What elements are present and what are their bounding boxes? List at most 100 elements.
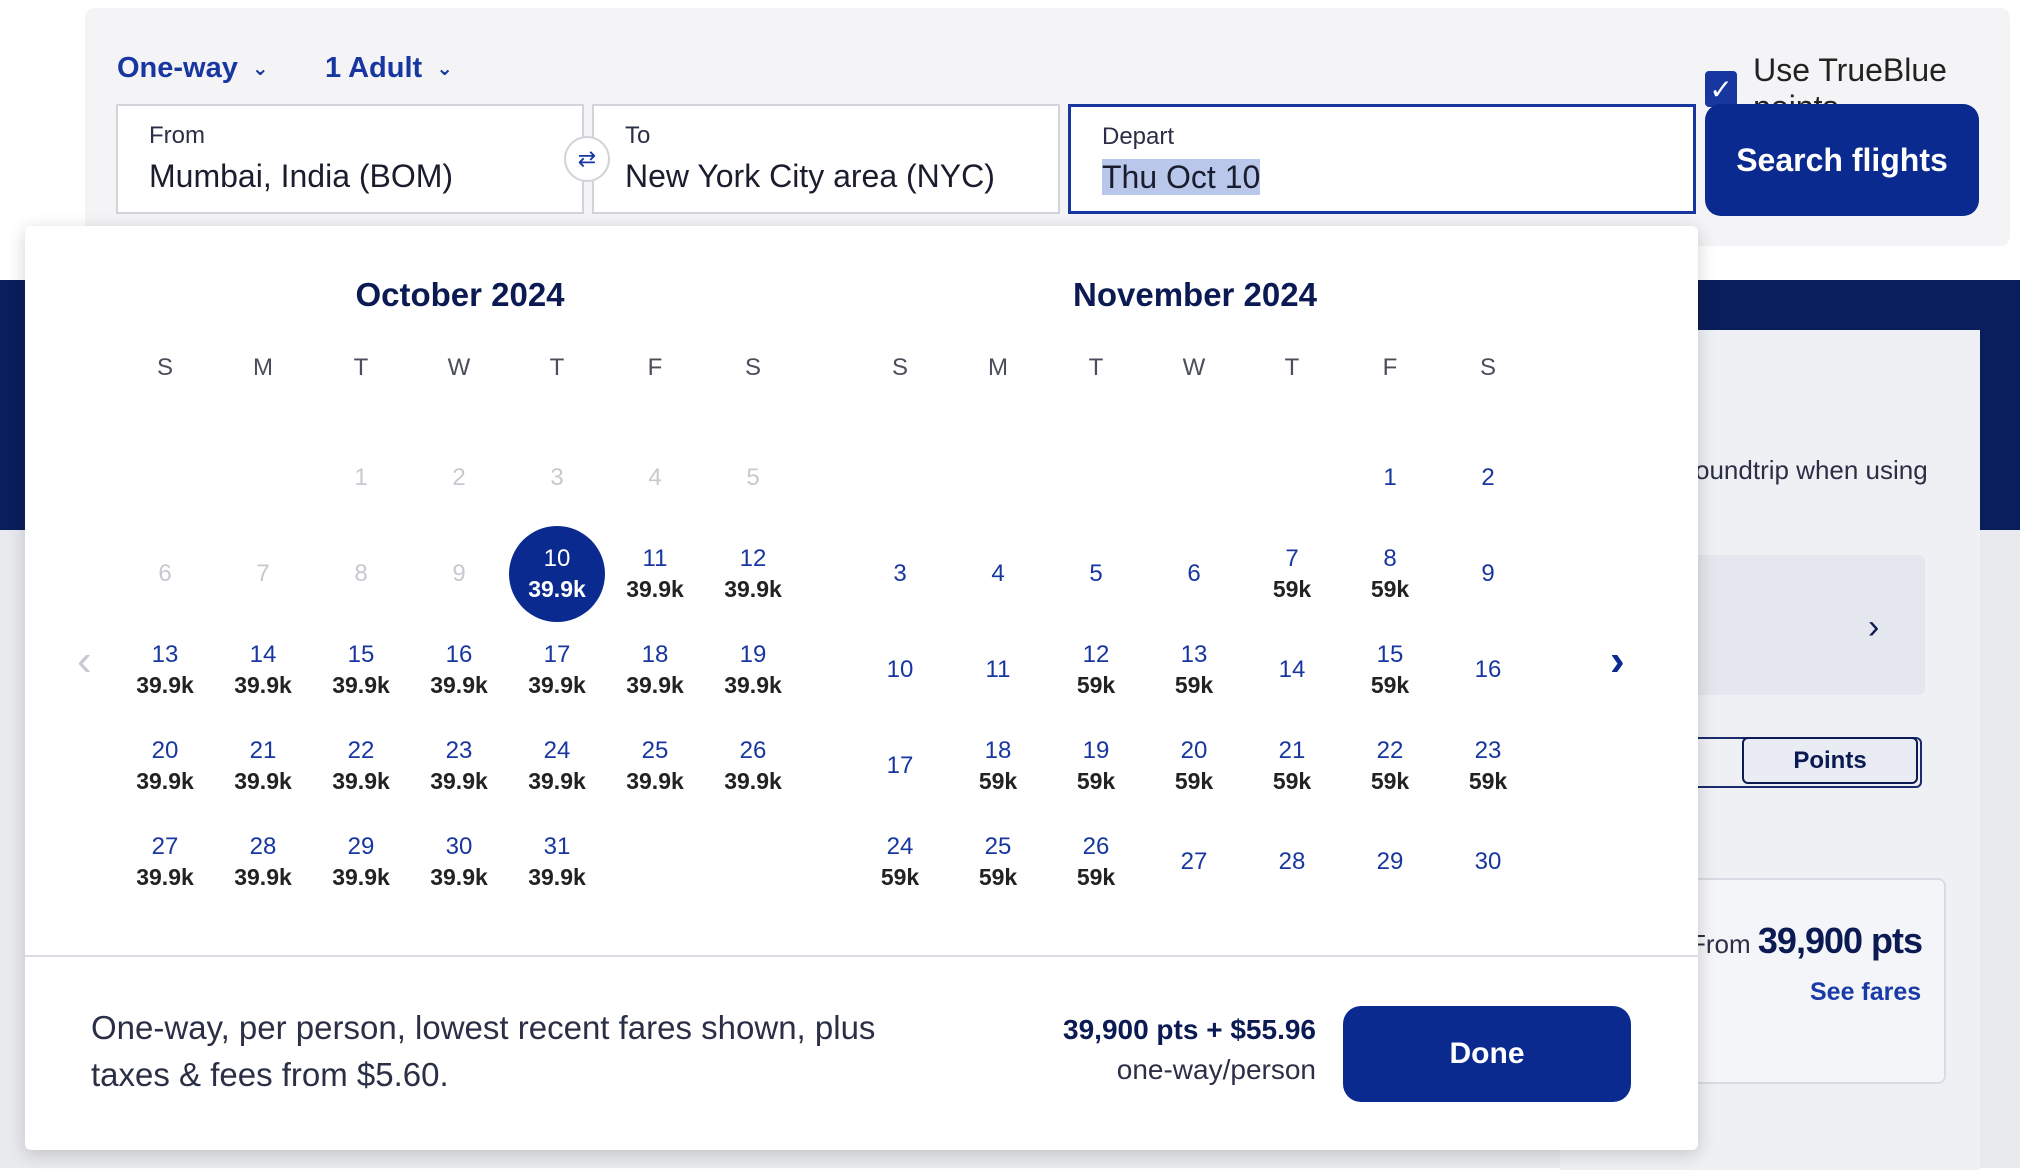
day-number: 13 <box>151 641 179 668</box>
weekday-label: F <box>647 354 663 381</box>
promo-card[interactable] <box>1690 555 1925 695</box>
swap-airports-icon[interactable]: ⇄ <box>564 136 610 182</box>
calendar-day[interactable]: 13 59k <box>1146 622 1242 718</box>
day-number: 24 <box>543 737 571 764</box>
calendar-day[interactable]: 17 <box>852 718 948 814</box>
points-toggle-button[interactable]: Points <box>1742 737 1918 784</box>
weekday-label: S <box>891 354 908 381</box>
calendar-day[interactable]: 11 <box>950 622 1046 718</box>
selected-fare-total: 39,900 pts + $55.96 <box>1063 1014 1316 1045</box>
day-price: 39.9k <box>332 672 390 698</box>
calendar-day[interactable]: 16 39.9k <box>411 622 507 718</box>
day-number: 16 <box>1474 656 1502 683</box>
calendar-day[interactable]: 6 <box>1146 526 1242 622</box>
month-title: November 2024 <box>1073 276 1317 313</box>
depart-value[interactable]: Thu Oct 10 <box>1102 159 1261 196</box>
depart-value-text: Thu Oct 10 <box>1102 159 1261 195</box>
calendar-day[interactable]: 5 <box>1048 526 1144 622</box>
weekday-label: W <box>447 354 471 381</box>
calendar-day[interactable]: 20 39.9k <box>117 718 213 814</box>
day-number: 1 <box>1383 464 1397 491</box>
day-number: 19 <box>739 641 767 668</box>
passengers-dropdown[interactable]: 1 Adult ⌄ <box>325 52 453 85</box>
checkbox-checked-icon[interactable]: ✓ <box>1705 71 1738 107</box>
calendar-day[interactable]: 18 59k <box>950 718 1046 814</box>
fare-from: From 39,900 pts <box>1690 920 1923 962</box>
calendar-day[interactable]: 21 39.9k <box>215 718 311 814</box>
calendar-day[interactable]: 4 <box>950 526 1046 622</box>
calendar-day[interactable]: 28 39.9k <box>215 814 311 910</box>
day-number: 17 <box>886 752 914 779</box>
calendar-day[interactable]: 20 59k <box>1146 718 1242 814</box>
day-number: 1 <box>354 464 368 491</box>
day-price: 39.9k <box>136 768 194 794</box>
calendar-day[interactable]: 29 <box>1342 814 1438 910</box>
calendar-day-selected[interactable]: 10 39.9k <box>509 526 605 622</box>
calendar-day[interactable]: 12 59k <box>1048 622 1144 718</box>
calendar-day[interactable]: 30 39.9k <box>411 814 507 910</box>
calendar-day[interactable]: 7 59k <box>1244 526 1340 622</box>
calendar-day[interactable]: 3 <box>852 526 948 622</box>
day-number: 27 <box>151 833 179 860</box>
from-field[interactable]: From Mumbai, India (BOM) <box>116 104 584 214</box>
chevron-right-icon[interactable]: › <box>1610 636 1625 685</box>
calendar-day[interactable]: 17 39.9k <box>509 622 605 718</box>
calendar-day[interactable]: 25 59k <box>950 814 1046 910</box>
calendar-day[interactable]: 23 39.9k <box>411 718 507 814</box>
weekday-label: T <box>353 354 369 381</box>
calendar-day[interactable]: 14 <box>1244 622 1340 718</box>
to-field[interactable]: To New York City area (NYC) <box>592 104 1060 214</box>
calendar-day[interactable]: 10 <box>852 622 948 718</box>
calendar-day[interactable]: 21 59k <box>1244 718 1340 814</box>
calendar-day[interactable]: 26 59k <box>1048 814 1144 910</box>
calendar-day[interactable]: 19 59k <box>1048 718 1144 814</box>
calendar-day[interactable]: 18 39.9k <box>607 622 703 718</box>
calendar-day[interactable]: 22 39.9k <box>313 718 409 814</box>
day-number: 15 <box>1376 641 1404 668</box>
calendar-day[interactable]: 27 39.9k <box>117 814 213 910</box>
calendar-day[interactable]: 28 <box>1244 814 1340 910</box>
calendar-day[interactable]: 9 <box>1440 526 1536 622</box>
calendar-day[interactable]: 30 <box>1440 814 1536 910</box>
day-number: 28 <box>249 833 277 860</box>
calendar-day[interactable]: 19 39.9k <box>705 622 801 718</box>
trip-type-label: One-way <box>117 52 238 84</box>
to-value: New York City area (NYC) <box>625 158 995 194</box>
day-number: 11 <box>985 656 1011 683</box>
day-number: 18 <box>984 737 1012 764</box>
day-number: 20 <box>151 737 179 764</box>
calendar-day[interactable]: 13 39.9k <box>117 622 213 718</box>
day-price: 39.9k <box>626 768 684 794</box>
day-number: 25 <box>641 737 669 764</box>
calendar-day: 2 <box>411 430 507 526</box>
chevron-right-icon[interactable]: › <box>1868 608 1880 646</box>
calendar-day[interactable]: 2 <box>1440 430 1536 526</box>
calendar-day[interactable]: 26 39.9k <box>705 718 801 814</box>
see-fares-link[interactable]: See fares <box>1810 978 1922 1006</box>
calendar-day[interactable]: 25 39.9k <box>607 718 703 814</box>
depart-field[interactable]: Depart Thu Oct 10 <box>1068 104 1696 214</box>
calendar-day[interactable]: 24 59k <box>852 814 948 910</box>
done-button[interactable]: Done <box>1343 1006 1631 1102</box>
day-number: 25 <box>984 833 1012 860</box>
day-number: 7 <box>256 560 270 587</box>
calendar-day[interactable]: 31 39.9k <box>509 814 605 910</box>
calendar-day[interactable]: 29 39.9k <box>313 814 409 910</box>
calendar-day[interactable]: 22 59k <box>1342 718 1438 814</box>
calendar-day[interactable]: 11 39.9k <box>607 526 703 622</box>
calendar-day[interactable]: 24 39.9k <box>509 718 605 814</box>
day-number: 7 <box>1285 545 1299 572</box>
trueblue-points-toggle[interactable]: ✓ Use TrueBlue points <box>1705 52 2010 126</box>
calendar-day[interactable]: 27 <box>1146 814 1242 910</box>
trip-type-dropdown[interactable]: One-way ⌄ <box>117 52 269 85</box>
calendar-day[interactable]: 23 59k <box>1440 718 1536 814</box>
calendar-day[interactable]: 14 39.9k <box>215 622 311 718</box>
search-flights-button[interactable]: Search flights <box>1705 104 1979 216</box>
calendar-day[interactable]: 15 59k <box>1342 622 1438 718</box>
calendar-day[interactable]: 15 39.9k <box>313 622 409 718</box>
calendar-day[interactable]: 12 39.9k <box>705 526 801 622</box>
calendar-day[interactable]: 16 <box>1440 622 1536 718</box>
day-price: 59k <box>1370 576 1410 602</box>
calendar-day[interactable]: 1 <box>1342 430 1438 526</box>
calendar-day[interactable]: 8 59k <box>1342 526 1438 622</box>
